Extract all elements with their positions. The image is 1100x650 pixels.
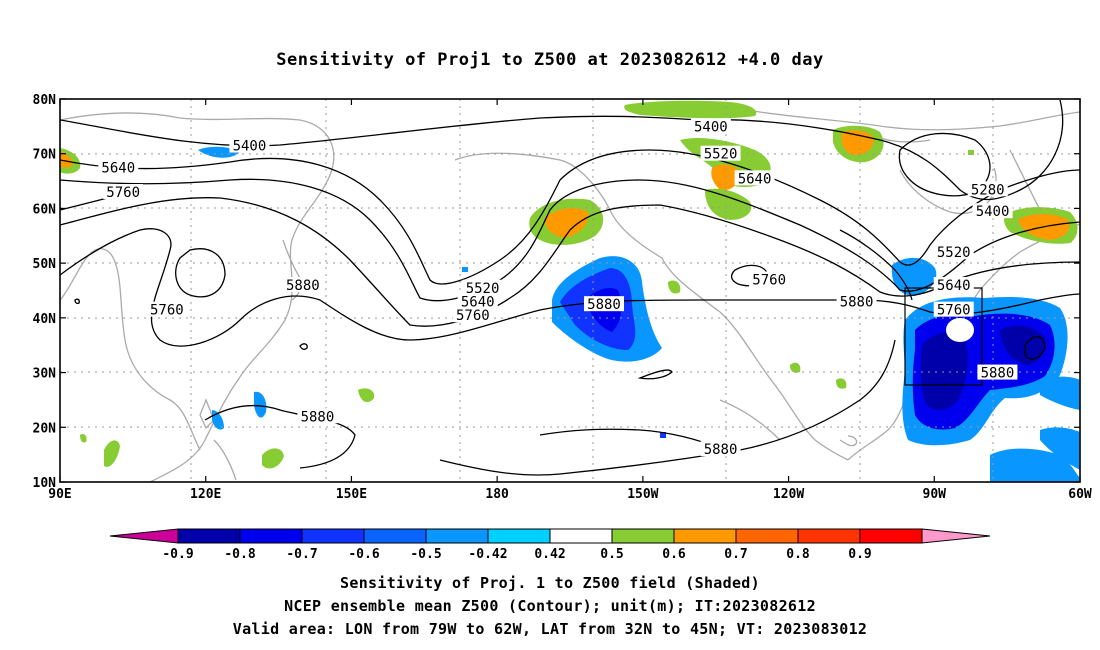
contour-label-bg	[282, 277, 323, 293]
lon-tick-label: 90W	[923, 487, 947, 502]
contour-label-bg	[967, 181, 1008, 197]
contour-label-bg	[933, 277, 974, 293]
lon-tick-label: 90E	[48, 487, 71, 502]
lon-tick-label: 180	[485, 487, 509, 502]
colorbar-label: -0.5	[410, 547, 441, 562]
lat-tick-label: 70N	[33, 148, 57, 163]
contour-label-bg	[584, 296, 624, 312]
lon-tick-label: 60W	[1068, 487, 1092, 502]
colorbar-segment	[363, 528, 427, 544]
lat-tick-label: 40N	[33, 312, 57, 327]
contour-label: 5520	[937, 245, 971, 261]
contour-label: 5760	[150, 303, 184, 319]
contour-label-bg	[462, 279, 503, 295]
colorbar-label: -0.8	[224, 547, 255, 562]
colorbar-segment	[735, 528, 799, 544]
contour-label: 5880	[286, 278, 320, 294]
contour-label: 5880	[981, 366, 1015, 382]
contour-label-bg	[734, 170, 775, 186]
contour-label-bg	[933, 301, 974, 317]
colorbar-segment	[301, 528, 365, 544]
colorbar-label: -0.7	[286, 547, 317, 562]
contour-label: 5760	[937, 303, 971, 319]
contour-label: 5400	[694, 119, 728, 135]
lat-tick-label: 50N	[33, 257, 57, 272]
colorbar-segment	[487, 528, 551, 544]
contour-label: 5880	[704, 442, 738, 458]
contour-label: 5520	[704, 147, 738, 163]
contour-label-bg	[700, 441, 741, 457]
contour-label-bg	[749, 271, 790, 287]
colorbar-segment	[239, 528, 303, 544]
contour-label-bg	[457, 293, 498, 309]
colorbar-label: 0.42	[534, 547, 565, 562]
contour-labels: 5400564057605880576058805520564057605880…	[98, 118, 1018, 458]
colorbar-segment	[177, 528, 241, 544]
caption-line-3: Valid area: LON from 79W to 62W, LAT fro…	[232, 620, 868, 638]
contour-label: 5760	[106, 185, 140, 201]
contour-label-bg	[297, 408, 338, 424]
colorbar-label: 0.6	[662, 547, 686, 562]
contour-label: 5400	[233, 139, 267, 155]
colorbar-segment	[425, 528, 489, 544]
contour-label-bg	[452, 307, 493, 323]
contour-label: 5880	[301, 409, 335, 425]
contour-label-bg	[836, 293, 877, 309]
contour-label-bg	[98, 159, 139, 175]
contour-label: 5760	[456, 308, 490, 324]
contour-label-bg	[103, 184, 144, 200]
axis-ticks: 10N 20N 30N 40N 50N 60N 70N 80N 90E 120E 150E 180 15…	[33, 93, 1092, 502]
contour-label: 5640	[738, 171, 772, 187]
lon-tick-label: 120W	[773, 487, 804, 502]
contour-label: 5520	[466, 281, 500, 297]
caption-line-1: Sensitivity of Proj. 1 to Z500 field (Sh…	[340, 574, 760, 592]
colorbar-label: 0.7	[724, 547, 747, 562]
lon-tick-label: 120E	[190, 487, 221, 502]
colorbar-label: 0.5	[600, 547, 623, 562]
colorbar-segment	[611, 528, 675, 544]
lon-tick-label: 150E	[336, 487, 367, 502]
map-frame	[59, 98, 1081, 483]
gridlines	[60, 99, 1080, 482]
colorbar-high-triangle	[921, 528, 991, 544]
colorbar-segment	[673, 528, 737, 544]
contour-label: 5640	[101, 160, 135, 176]
colorbar-label: 0.8	[786, 547, 810, 562]
colorbar-label: -0.6	[348, 547, 379, 562]
colorbar-segment	[797, 528, 861, 544]
map-title: Sensitivity of Proj1 to Z500 at 20230826…	[276, 50, 824, 70]
lat-tick-label: 10N	[33, 476, 57, 491]
contour-label-bg	[146, 301, 187, 317]
lat-tick-label: 30N	[33, 367, 57, 382]
contour-label: 5280	[971, 182, 1005, 198]
contour-label-bg	[690, 118, 731, 134]
lat-tick-label: 60N	[33, 202, 57, 217]
colorbar-label: 0.9	[848, 547, 871, 562]
contour-label-bg	[229, 137, 270, 153]
colorbar-label: -0.9	[162, 547, 193, 562]
lon-tick-label: 150W	[627, 487, 658, 502]
contour-label-bg	[700, 145, 741, 161]
contour-label: 5640	[461, 294, 495, 310]
colorbar: -0.9 -0.8 -0.7 -0.6 -0.5 -0.42 0.42 0.5 0.6 0.7 0.…	[109, 528, 991, 562]
colorbar-label: -0.42	[468, 547, 507, 562]
contour-label-bg	[977, 364, 1018, 380]
contour-label-bg	[972, 203, 1013, 219]
colorbar-segment	[549, 528, 613, 544]
contour-label: 5880	[840, 294, 874, 310]
lat-tick-label: 80N	[33, 93, 57, 108]
contour-label: 5880	[587, 297, 621, 313]
contour-label: 5640	[937, 278, 971, 294]
caption-line-2: NCEP ensemble mean Z500 (Contour); unit(…	[284, 597, 816, 615]
colorbar-segment	[859, 528, 923, 544]
contour-label: 5400	[976, 204, 1010, 220]
contour-label-bg	[933, 244, 974, 260]
colorbar-low-triangle	[109, 528, 179, 544]
lat-tick-label: 20N	[33, 421, 57, 436]
contour-label: 5760	[752, 273, 786, 289]
